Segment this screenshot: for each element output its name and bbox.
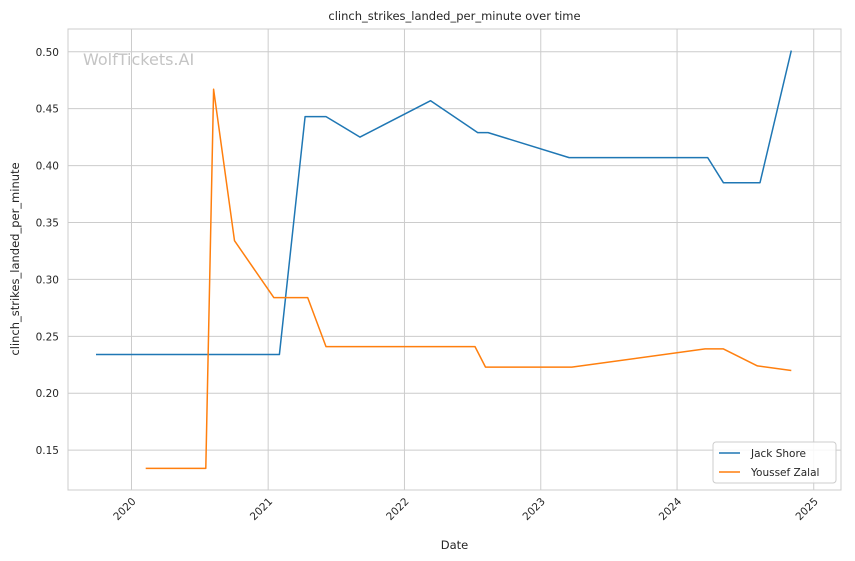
y-axis-ticks: 0.15 0.20 0.25 0.30 0.35 0.40 0.45 0.50	[36, 47, 59, 457]
x-tick-label: 2023	[520, 496, 547, 523]
y-tick-label: 0.50	[36, 47, 59, 59]
legend: Jack Shore Youssef Zalal	[712, 441, 837, 484]
series-line-0	[96, 50, 793, 356]
plot-area	[67, 28, 842, 491]
y-tick-label: 0.30	[36, 274, 59, 286]
x-tick-label: 2024	[657, 495, 685, 523]
x-tick-label: 2021	[248, 496, 275, 523]
x-tick-label: 2020	[111, 496, 138, 523]
x-tick-label: 2025	[793, 496, 820, 523]
legend-box	[712, 441, 837, 484]
y-tick-label: 0.20	[36, 388, 59, 400]
series-line-1	[145, 88, 792, 470]
y-tick-label: 0.15	[36, 445, 59, 457]
series-lines	[96, 50, 793, 470]
legend-label: Youssef Zalal	[750, 467, 819, 479]
y-tick-label: 0.25	[36, 331, 59, 343]
y-tick-label: 0.40	[36, 161, 59, 173]
x-axis-label: Date	[441, 538, 469, 552]
y-axis-label: clinch_strikes_landed_per_minute	[8, 162, 22, 355]
legend-label: Jack Shore	[750, 448, 806, 460]
y-tick-label: 0.35	[36, 218, 59, 230]
watermark: WolfTickets.AI	[83, 50, 194, 69]
x-axis-ticks: 2020 2021 2022 2023 2024 2025	[111, 495, 821, 523]
x-tick-label: 2022	[384, 496, 411, 523]
grid-lines	[68, 29, 841, 490]
y-tick-label: 0.45	[36, 104, 59, 116]
chart-title: clinch_strikes_landed_per_minute over ti…	[328, 9, 580, 23]
